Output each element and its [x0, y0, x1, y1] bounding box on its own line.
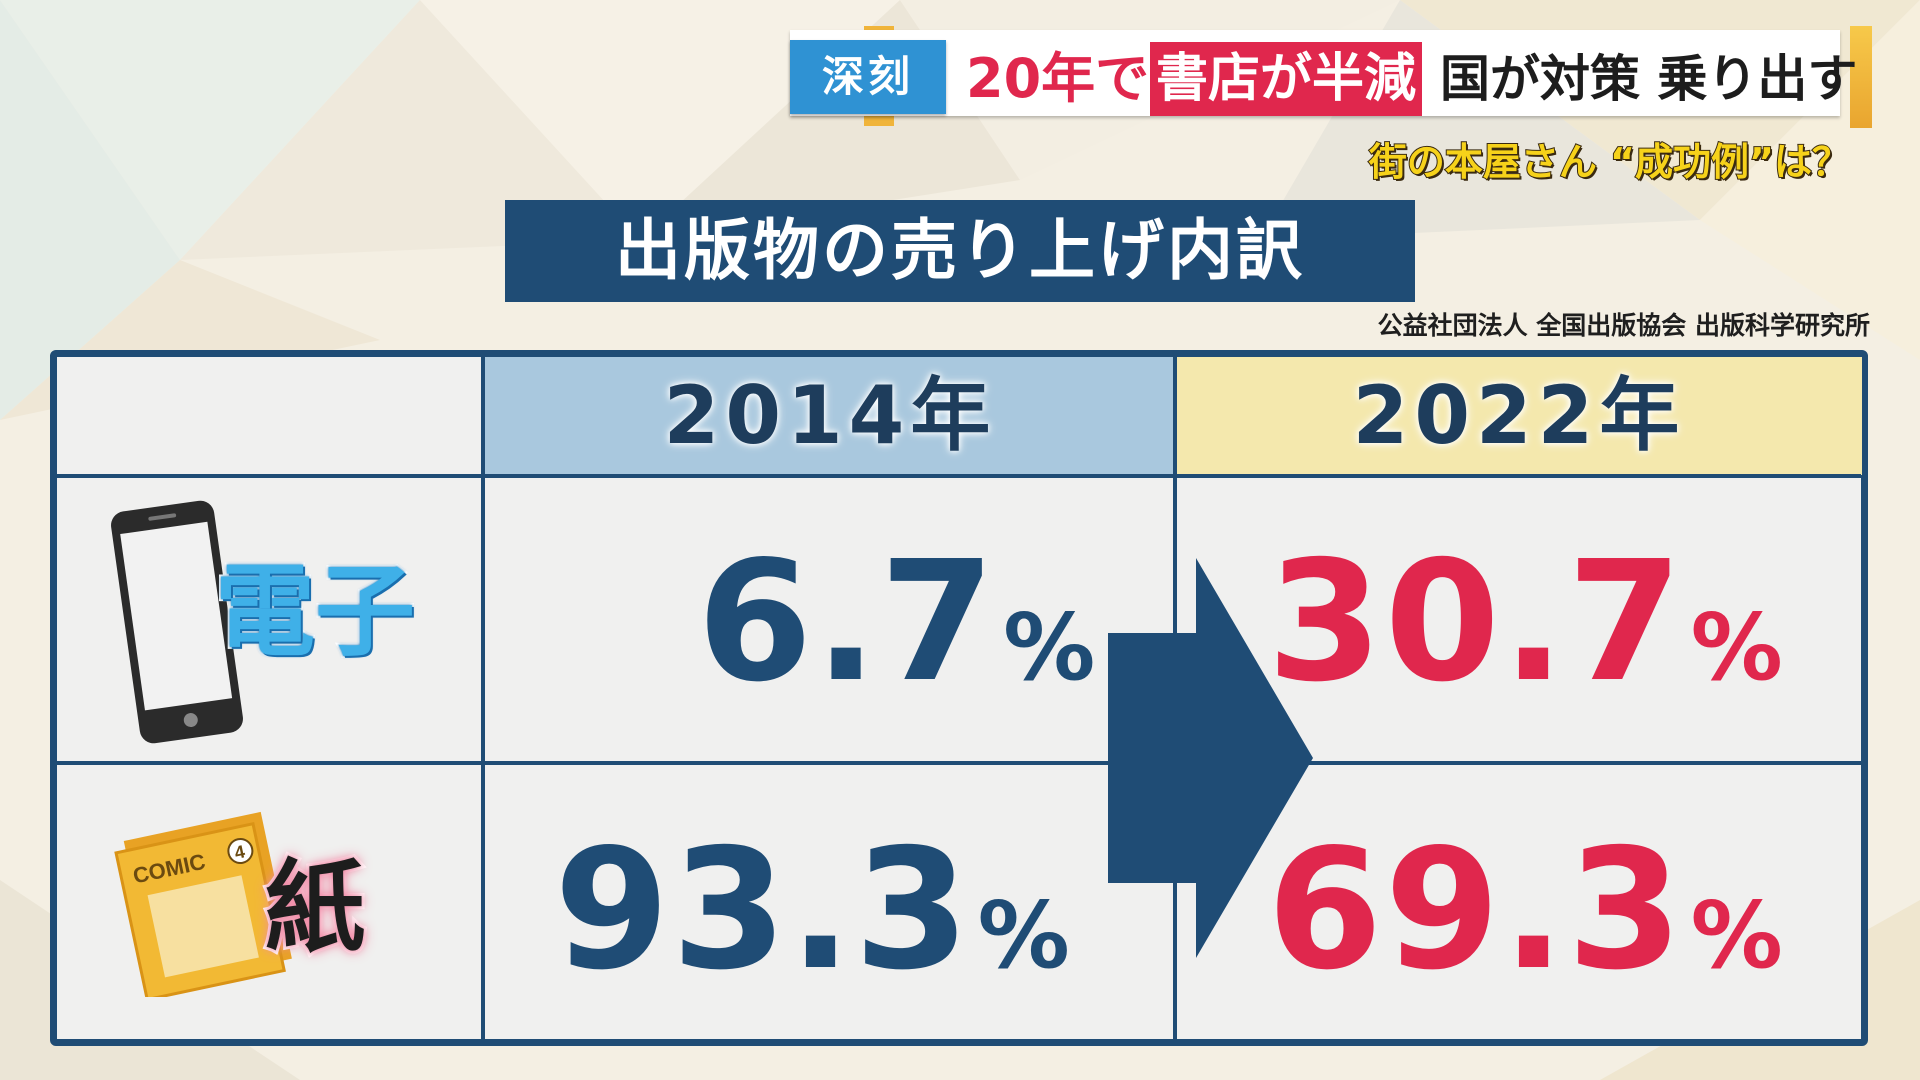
headline-accent-right [1850, 26, 1872, 128]
sales-breakdown-table: 2014年 2022年 電子 6.7% 30.7% COMIC 4 紙 [50, 350, 1868, 1046]
subheadline: 街の本屋さん “成功例”は？ [1368, 139, 1851, 185]
value-paper-2014: 93.3% [554, 821, 1072, 1026]
smartphone-icon [111, 500, 243, 744]
headline-tag: 深刻 [790, 40, 946, 114]
value-paper-2014-unit: % [977, 882, 1072, 989]
comic-cover-number: 4 [233, 841, 247, 863]
row-label-digital: 電子 [213, 553, 417, 670]
section-title: 出版物の売り上げ内訳 [505, 200, 1415, 302]
value-digital-2022-unit: % [1690, 594, 1785, 701]
value-paper-2014-number: 93.3 [554, 814, 972, 1007]
column-header-2022: 2022年 [1176, 357, 1862, 475]
value-digital-2022: 30.7% [1267, 533, 1785, 738]
value-digital-2014-unit: % [1003, 594, 1098, 701]
headline-main-text: 国が対策 乗り出す [1440, 50, 1858, 108]
arrow-right-icon [1108, 558, 1313, 958]
grid-line [57, 474, 1861, 478]
column-header-2014-label: 2014年 [663, 369, 997, 462]
headline-red-text: 20年で [966, 47, 1150, 110]
value-paper-2022-unit: % [1690, 882, 1785, 989]
column-header-2014: 2014年 [484, 357, 1176, 475]
column-header-2022-label: 2022年 [1352, 369, 1686, 462]
comic-book-icon: COMIC 4 [114, 811, 292, 997]
grid-line [57, 761, 1861, 765]
row-label-paper: 紙 [262, 849, 368, 966]
headline-highlight: 書店が半減 [1150, 42, 1422, 116]
grid-line [481, 357, 485, 1039]
source-credit: 公益社団法人 全国出版協会 出版科学研究所 [1377, 311, 1870, 340]
value-digital-2014: 6.7% [697, 533, 1097, 738]
value-digital-2014-number: 6.7 [697, 526, 998, 719]
value-paper-2022-number: 69.3 [1267, 814, 1685, 1007]
value-paper-2022: 69.3% [1267, 821, 1785, 1026]
value-digital-2022-number: 30.7 [1267, 526, 1685, 719]
